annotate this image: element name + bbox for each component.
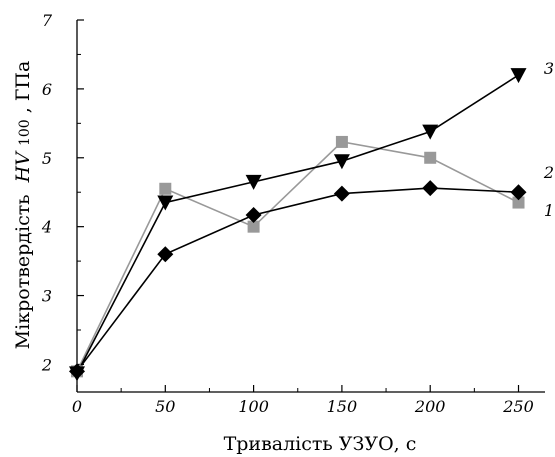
x-axis-title: Тривалість УЗУО, с	[224, 433, 417, 455]
series-2-label: 2	[543, 163, 554, 182]
x-tick-label: 100	[238, 397, 269, 416]
y-tick-label: 6	[42, 80, 52, 99]
series-markers	[69, 68, 527, 382]
series-2-line	[76, 141, 519, 372]
series-1-label: 1	[544, 201, 554, 220]
series-1-line	[76, 187, 519, 372]
series-2-point	[159, 182, 172, 195]
x-tick-label: 0	[72, 397, 82, 416]
y-axis-title-unit: , ГПа	[12, 61, 34, 114]
y-axis-title-sub: 100	[17, 119, 33, 146]
series-3-point	[245, 174, 262, 190]
series-1-point	[510, 184, 527, 201]
axis-ticks	[76, 19, 520, 392]
series-1-point	[157, 246, 174, 263]
y-tick-label: 4	[41, 218, 52, 237]
y-tick-label: 5	[42, 149, 52, 168]
series-1-point	[333, 185, 350, 202]
series-2-point	[424, 151, 437, 164]
x-tick-label: 50	[155, 397, 175, 416]
series-3-point	[422, 124, 439, 140]
plot-frame	[76, 20, 545, 393]
series-3-point	[510, 68, 527, 84]
y-axis-title: Мікротвердість HV 100 , ГПа	[12, 61, 34, 350]
series-3-point	[69, 366, 85, 382]
y-tick-label: 3	[42, 287, 52, 306]
y-axis-title-var: HV	[12, 150, 34, 184]
series-2-point	[247, 220, 260, 233]
series-lines	[76, 74, 519, 374]
x-tick-label: 200	[414, 397, 446, 416]
y-tick-label: 2	[41, 355, 52, 374]
series-1-point	[245, 206, 262, 223]
series-2-point	[335, 135, 348, 148]
y-axis-title-main: Мікротвердість	[12, 194, 34, 349]
series-2-point	[512, 196, 525, 209]
series-3-point	[333, 154, 350, 170]
series-labels: 1 2 3	[543, 59, 554, 220]
x-tick-label: 250	[502, 397, 534, 416]
y-tick-label: 7	[42, 11, 53, 30]
x-tick-label: 150	[327, 397, 358, 416]
series-1-point	[422, 180, 439, 197]
series-3-line	[76, 74, 519, 374]
series-3-label: 3	[544, 59, 554, 78]
tick-labels: 0 50 100 150 200 250 2 3 4 5 6 7	[41, 11, 534, 416]
series-3-point	[157, 195, 174, 211]
